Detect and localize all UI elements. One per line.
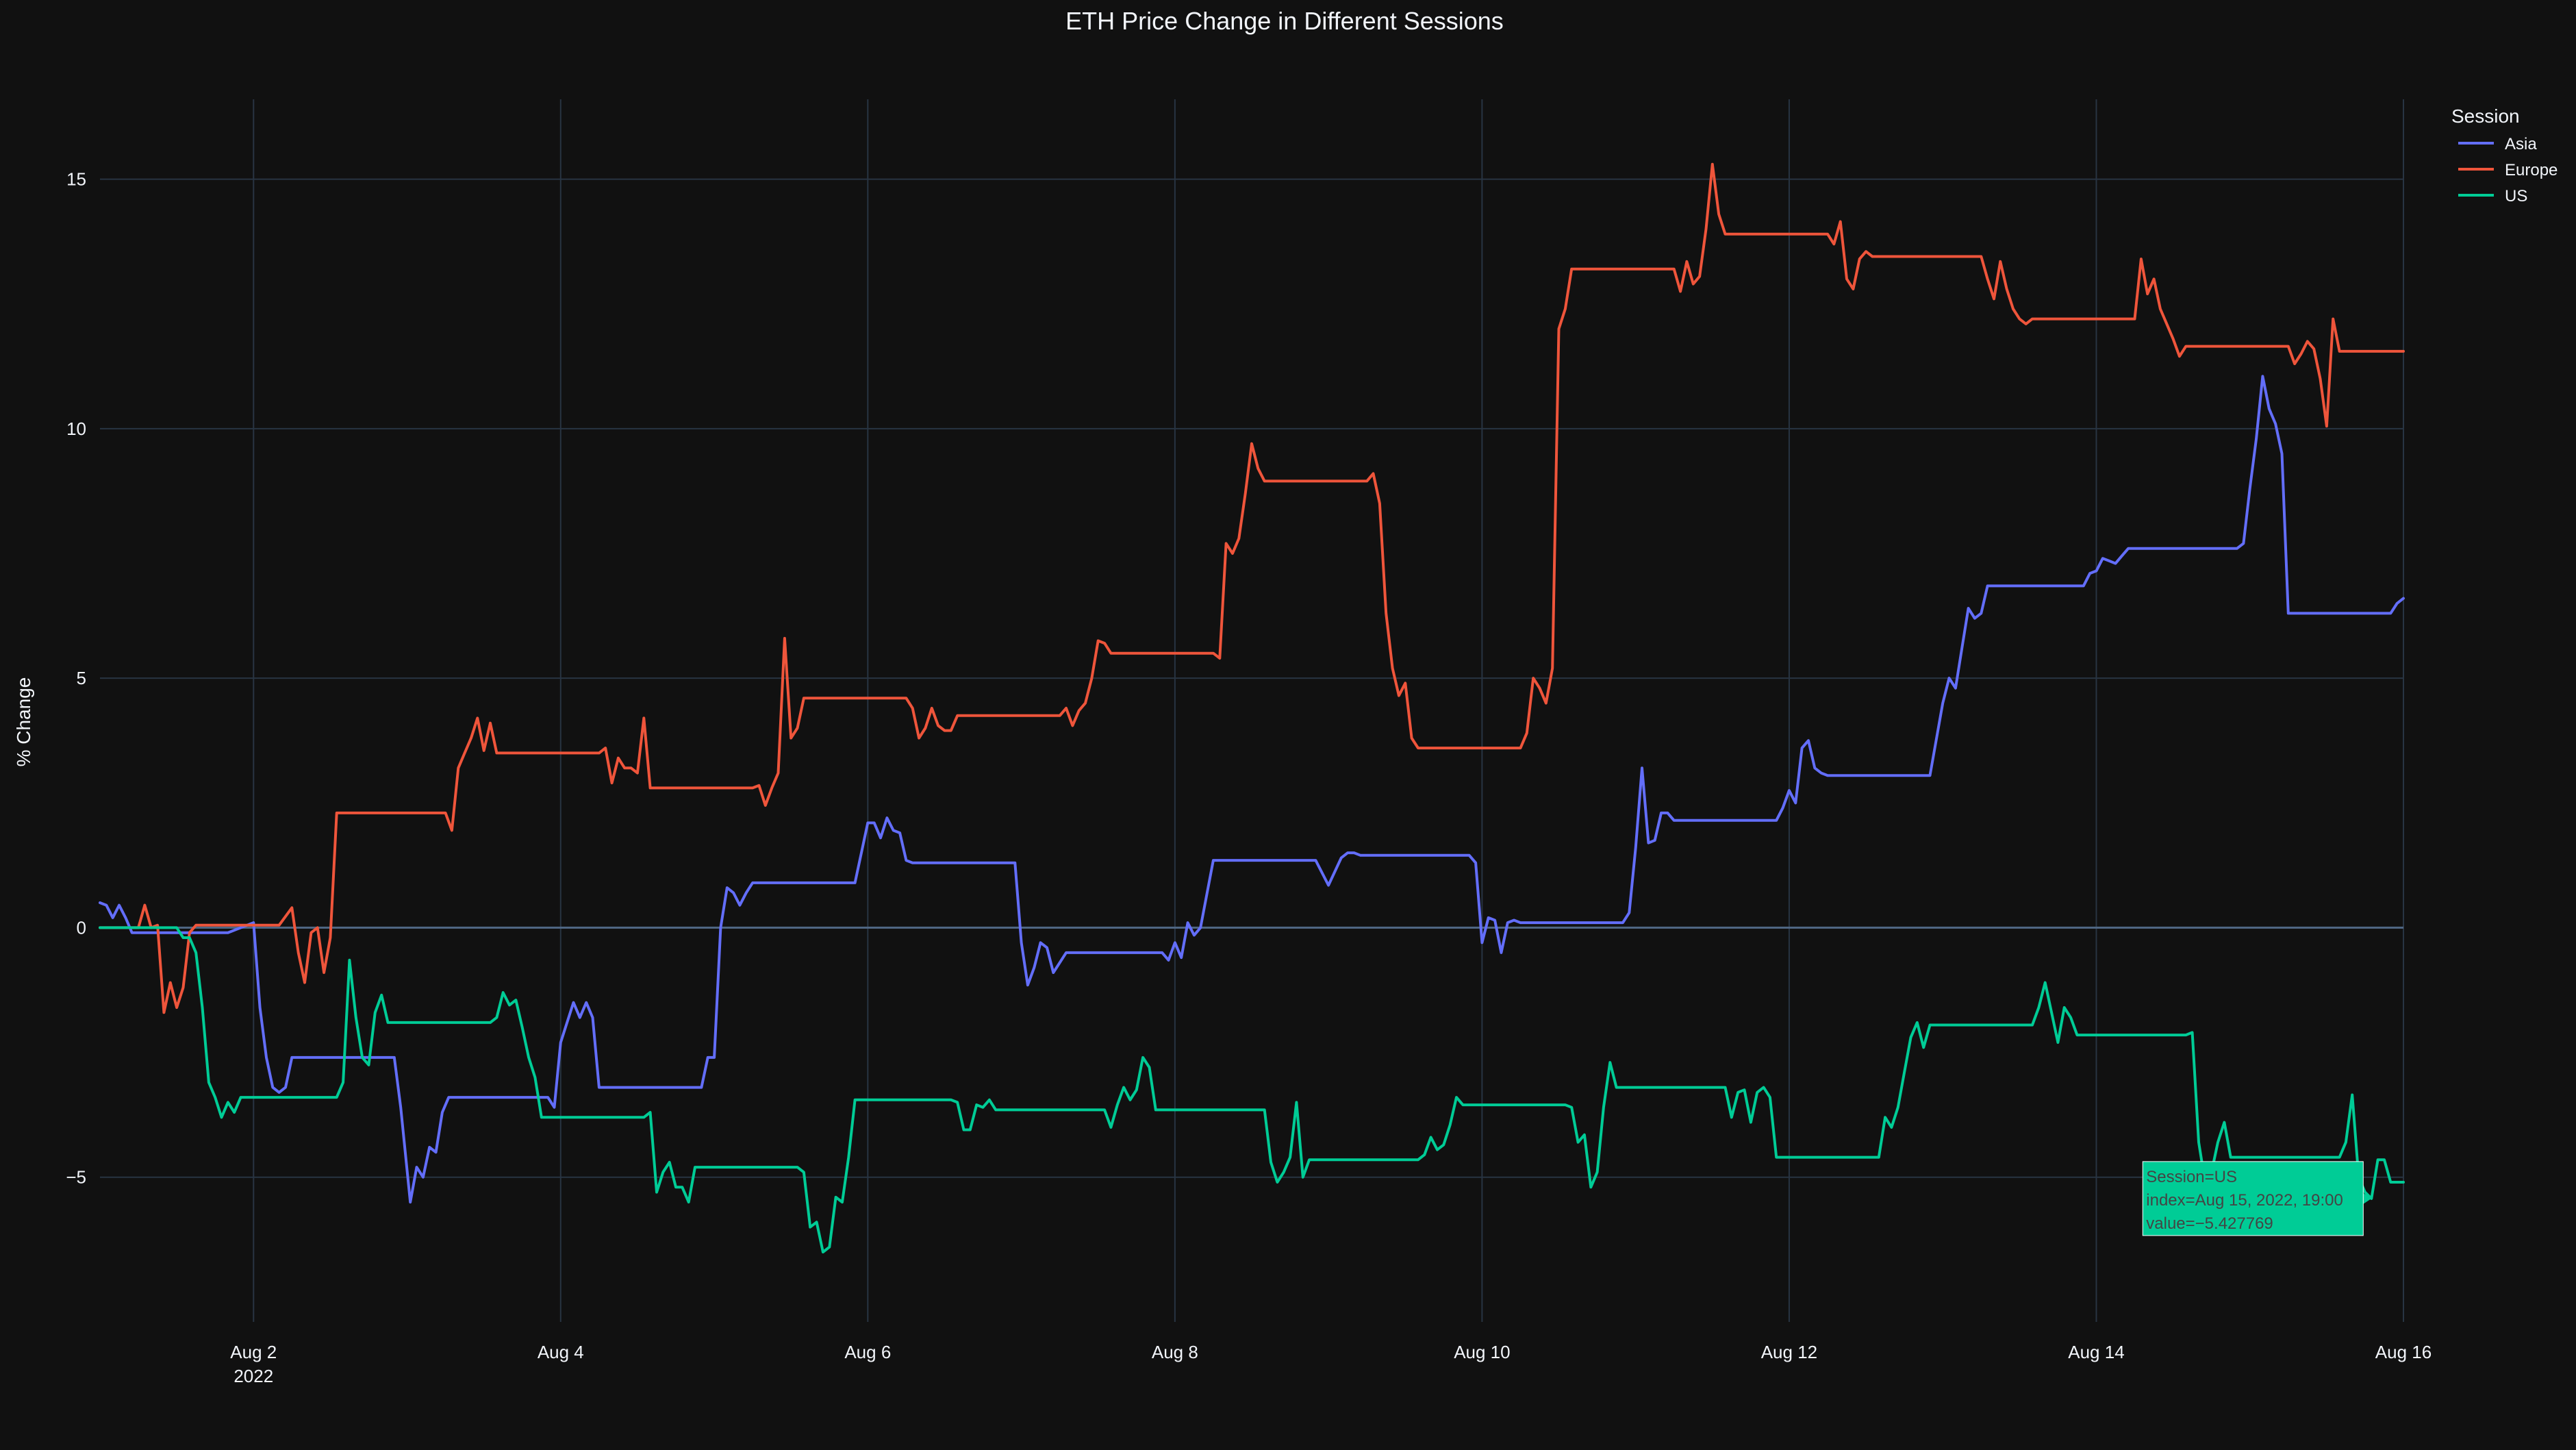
tooltip-pointer: [2363, 1192, 2372, 1204]
y-axis-title: % Change: [13, 677, 34, 767]
series-line-europe[interactable]: [99, 162, 2405, 1014]
series-line-us[interactable]: [99, 926, 2405, 1253]
y-tick-label: 0: [77, 917, 86, 938]
x-tick-label: Aug 6: [844, 1342, 891, 1362]
tooltip-line: value=−5.427769: [2146, 1214, 2273, 1233]
tooltip-line: index=Aug 15, 2022, 19:00: [2146, 1191, 2343, 1210]
legend-label: Asia: [2505, 135, 2537, 153]
grid: [100, 99, 2404, 1322]
chart-title: ETH Price Change in Different Sessions: [1065, 7, 1504, 35]
legend[interactable]: Session Asia Europe US: [2451, 105, 2558, 205]
y-tick-label: 5: [77, 668, 86, 688]
x-tick-sublabel: 2022: [233, 1366, 273, 1386]
y-tick-label: 10: [66, 418, 86, 439]
x-tick-label: Aug 8: [1152, 1342, 1198, 1362]
x-tick-label: Aug 10: [1454, 1342, 1510, 1362]
x-tick-label: Aug 2: [230, 1342, 277, 1362]
legend-label: Europe: [2505, 161, 2558, 179]
series-line-asia[interactable]: [99, 375, 2405, 1204]
hover-tooltip: Session=US index=Aug 15, 2022, 19:00 value…: [2142, 1161, 2372, 1236]
tooltip-line: Session=US: [2146, 1168, 2237, 1186]
series-lines: [99, 162, 2405, 1253]
legend-item-asia[interactable]: Asia: [2458, 135, 2537, 153]
y-tick-label: 15: [66, 169, 86, 190]
y-tick-label: −5: [66, 1167, 86, 1188]
tooltip-box: [2142, 1161, 2364, 1236]
x-tick-label: Aug 14: [2068, 1342, 2124, 1362]
legend-item-europe[interactable]: Europe: [2458, 161, 2558, 179]
legend-label: US: [2505, 187, 2527, 205]
x-tick-label: Aug 16: [2375, 1342, 2432, 1362]
x-tick-label: Aug 4: [538, 1342, 584, 1362]
x-tick-label: Aug 12: [1761, 1342, 1817, 1362]
axes: Aug 2 2022 Aug 4 Aug 6 Aug 8 Aug 10 Aug 12 Aug …: [66, 169, 2432, 1386]
legend-title: Session: [2451, 105, 2520, 127]
legend-item-us[interactable]: US: [2458, 187, 2527, 205]
